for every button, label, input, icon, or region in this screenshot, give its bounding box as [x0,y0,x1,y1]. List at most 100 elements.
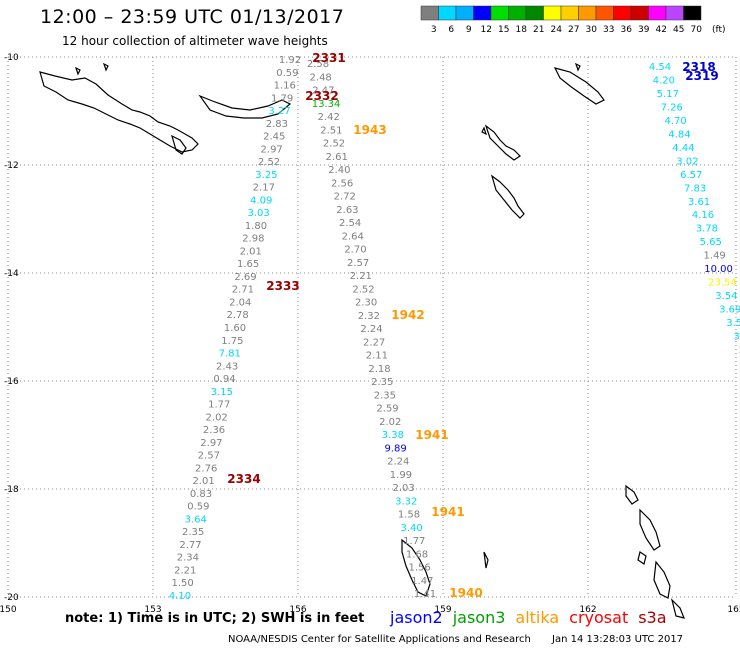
left-track-swh-label: 1.75 [221,336,243,347]
scale-label: 3 [431,25,437,35]
right-track-swh-label: 6.57 [680,170,702,181]
coastline-island-b [102,62,109,72]
scale-label: 45 [673,25,684,35]
left-track-swh-label: 2.01 [240,246,262,257]
scale-swatch [525,5,544,21]
lon-tick-label: 165 [727,605,740,615]
middle-track-swh-label: 3.38 [382,430,404,441]
left-track-swh-label: 1.77 [208,400,230,411]
right-track-swh-label: 3.69 [719,305,740,316]
coastline-top-right-islet [574,62,581,72]
scale-label: 36 [621,25,633,35]
pass-label: 1941 [431,505,464,519]
left-track-swh-label: 1.50 [171,578,193,589]
legend-s3a: s3a [638,608,667,627]
middle-track-swh-label: 2.63 [336,205,358,216]
scale-swatch [613,5,632,21]
pass-label: 2333 [266,279,299,293]
coastline-vanuatu-e [670,598,685,619]
pass-label: 1942 [391,308,424,322]
right-track-swh-label: 3.5 [726,318,740,329]
left-track-swh-label: 2.78 [226,310,248,321]
right-track-swh-label: 4.44 [672,143,694,154]
scale-swatch [648,5,667,21]
coastline-papua-new-guinea [39,71,199,153]
scale-swatch [543,5,562,21]
coastline-solomon-island [481,126,488,136]
middle-track-swh-label: 2.51 [320,125,342,136]
scale-label: 39 [638,25,650,35]
legend-jason2: jason2 [390,608,443,627]
right-track-swh-label: 10.00 [704,264,733,275]
right-track-swh-label: 2 [739,345,740,356]
lon-tick-label: 159 [434,605,451,615]
scale-swatch [420,5,439,21]
scale-swatch [508,5,527,21]
right-track-swh-label: 4.20 [653,75,675,86]
scale-label: 21 [533,25,544,35]
scale-label: 12 [481,25,492,35]
middle-track-swh-label: 13.34 [312,99,341,110]
right-track-swh-label: 5.65 [700,237,722,248]
footer-credit: NOAA/NESDIS Center for Satellite Applica… [228,634,531,645]
left-track-swh-label: 1.80 [245,221,267,232]
middle-track-swh-label: 9.89 [384,443,406,454]
middle-track-swh-label: 2.64 [342,231,364,242]
right-track-swh-label: 7.83 [684,183,706,194]
pass-label: 2332 [305,89,338,103]
left-track-swh-label: 0.59 [276,68,298,79]
pass-label: 1940 [449,586,482,600]
middle-track-swh-label: 2.56 [331,178,353,189]
left-track-swh-label: 2.35 [182,527,204,538]
middle-track-swh-label: 2.24 [387,457,409,468]
right-track-swh-label: 3. [733,332,740,343]
left-track-swh-label: 2.69 [234,272,256,283]
left-track-swh-label: 2.76 [195,463,217,474]
lon-tick-label: 162 [579,605,596,615]
left-track-swh-label: 2.01 [192,476,214,487]
middle-track-swh-label: 1.77 [403,536,425,547]
left-track-swh-label: 2.34 [177,553,199,564]
right-track-swh-label: 4.70 [664,116,686,127]
page-title: 12:00 – 23:59 UTC 01/13/2017 [40,6,345,28]
axis-tick-labels: 150 153 156 159 162 165 -10 -12 -14 -16 -18 -20 [0,53,740,615]
footer-timestamp: Jan 14 13:28:03 UTC 2017 [552,634,684,645]
middle-track-swh-label: 3.32 [395,496,417,507]
lat-tick-label: -18 [4,485,19,495]
middle-track-swh-label: 2.40 [328,165,350,176]
middle-track-swh-label: 1.56 [409,563,431,574]
middle-track-swh-label: 1.68 [406,549,428,560]
scale-swatch [438,5,457,21]
scale-swatch [665,5,684,21]
legend-cryosat: cryosat [569,608,629,627]
scale-swatch [578,5,597,21]
left-track-swh-label: 2.21 [174,565,196,576]
middle-track-swh-label: 2.47 [312,86,334,97]
middle-track-swh-label: 1.58 [398,510,420,521]
right-track-swh-label: 3.02 [676,156,698,167]
right-track-swh-label: 4.84 [668,129,690,140]
middle-track-swh-label: 2.58 [307,59,329,70]
middle-track-swh-label: 2.59 [376,404,398,415]
pass-label: 2318 [682,60,715,74]
middle-track-swh-label: 2.11 [366,351,388,362]
middle-track-swh-label: 2.03 [392,483,414,494]
coastline-bottom-island [401,538,431,597]
lat-tick-label: -20 [4,593,19,603]
lat-tick-label: -12 [4,161,19,171]
right-track-swh-label: 7.26 [661,102,683,113]
satellite-legend: jason2 jason3 altika cryosat s3a [390,608,677,627]
coastline-vanuatu-c [653,560,671,599]
left-track-swh-label: 2.57 [198,451,220,462]
scale-label: 27 [568,25,579,35]
scale-swatch [560,5,579,21]
middle-track-swh-label: 2.72 [334,192,356,203]
pass-label: 1941 [415,428,448,442]
left-track-swh-label: 3.25 [255,170,277,181]
coastline-choiseul [490,174,525,219]
middle-track-swh-label: 2.42 [318,112,340,123]
right-track-swh-label: 4.54 [649,62,671,73]
middle-track-swh-label: 2.52 [323,139,345,150]
page-subtitle: 12 hour collection of altimeter wave hei… [62,34,328,48]
